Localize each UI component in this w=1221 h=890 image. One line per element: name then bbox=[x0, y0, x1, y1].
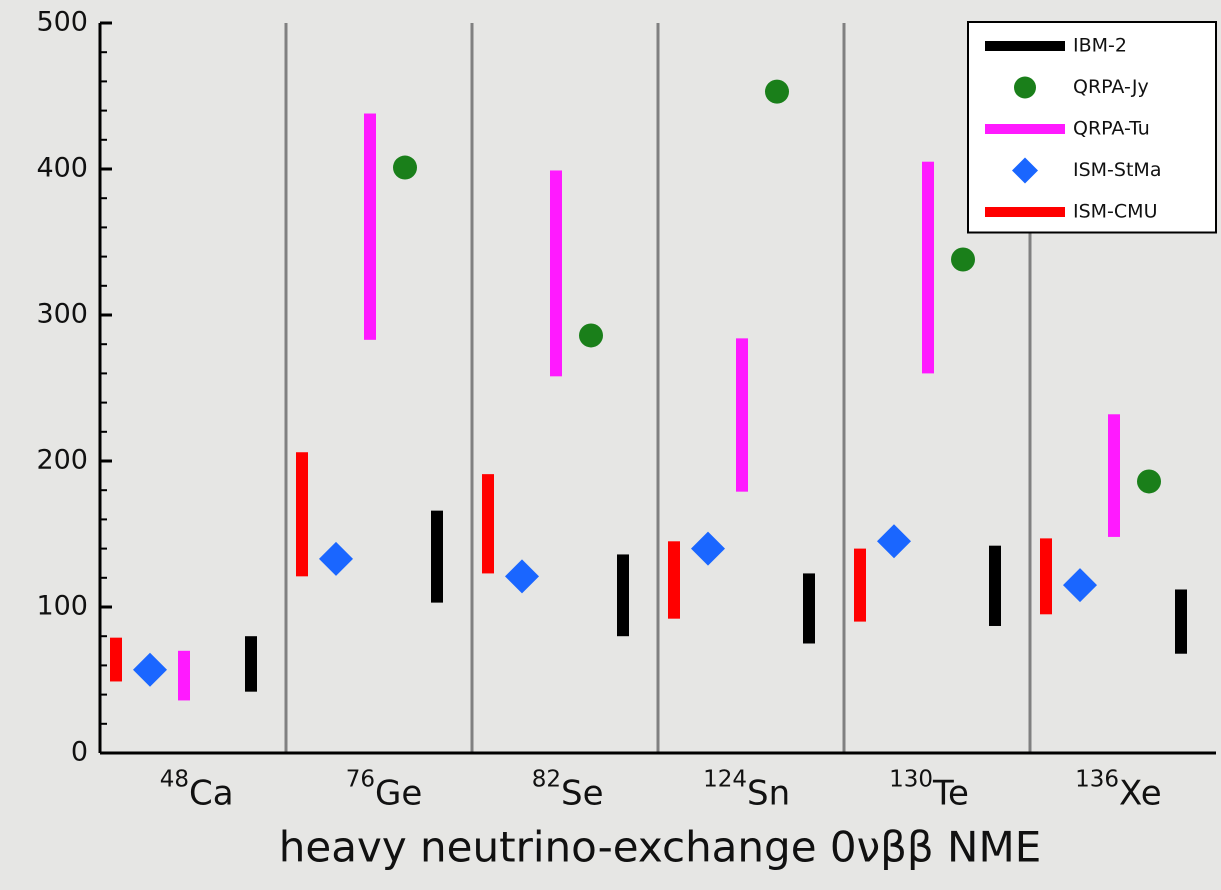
range-bar bbox=[1108, 414, 1120, 537]
range-bar bbox=[736, 338, 748, 492]
point bbox=[1137, 469, 1161, 494]
legend-swatch bbox=[985, 124, 1065, 134]
y-tick-label: 0 bbox=[71, 737, 88, 768]
point bbox=[319, 541, 353, 576]
x-tick-label: Xe bbox=[1119, 774, 1162, 814]
legend-swatch bbox=[985, 207, 1065, 217]
mass-number: 136 bbox=[1075, 767, 1119, 793]
x-tick-label: Sn bbox=[747, 774, 790, 814]
range-bar bbox=[245, 636, 257, 692]
mass-number: 48 bbox=[160, 767, 189, 793]
range-bar bbox=[989, 545, 1001, 626]
range-bar bbox=[1040, 538, 1052, 615]
legend-label: ISM-CMU bbox=[1073, 201, 1157, 223]
mass-number: 130 bbox=[889, 767, 933, 793]
y-tick-label: 300 bbox=[36, 299, 88, 330]
mass-number: 82 bbox=[532, 767, 561, 793]
y-tick-label: 200 bbox=[36, 445, 88, 476]
point bbox=[877, 524, 911, 559]
point bbox=[393, 155, 417, 180]
legend-swatch bbox=[1012, 157, 1038, 184]
legend-label: QRPA-Jy bbox=[1073, 76, 1149, 98]
x-tick-label: Ge bbox=[375, 774, 422, 814]
y-tick-label: 500 bbox=[36, 7, 88, 38]
point bbox=[133, 652, 167, 687]
x-tick-label: Ca bbox=[189, 774, 234, 814]
range-bar bbox=[550, 170, 562, 377]
range-bar bbox=[1175, 589, 1187, 654]
x-tick-label: Se bbox=[561, 774, 604, 814]
range-bar bbox=[854, 548, 866, 622]
range-bar bbox=[922, 161, 934, 374]
range-bar bbox=[803, 573, 815, 644]
mass-number: 124 bbox=[703, 767, 747, 793]
point bbox=[505, 559, 539, 594]
point bbox=[579, 323, 603, 348]
mass-number: 76 bbox=[346, 767, 375, 793]
legend-label: QRPA-Tu bbox=[1073, 118, 1150, 140]
legend-swatch bbox=[985, 41, 1065, 51]
legend-label: IBM-2 bbox=[1073, 35, 1127, 57]
point bbox=[691, 531, 725, 566]
range-bar bbox=[431, 510, 443, 603]
range-bar bbox=[482, 474, 494, 574]
y-tick-label: 100 bbox=[36, 591, 88, 622]
point bbox=[1063, 568, 1097, 603]
x-tick-label: Te bbox=[932, 774, 969, 814]
range-bar bbox=[617, 554, 629, 637]
legend-swatch bbox=[1014, 76, 1036, 99]
range-bar bbox=[110, 637, 122, 682]
legend-label: ISM-StMa bbox=[1073, 159, 1161, 181]
y-tick-label: 400 bbox=[36, 153, 88, 184]
range-bar bbox=[668, 541, 680, 619]
point bbox=[951, 247, 975, 272]
point bbox=[765, 79, 789, 104]
range-bar bbox=[296, 452, 308, 577]
range-bar bbox=[364, 113, 376, 340]
x-axis-label: heavy neutrino-exchange 0νββ NME bbox=[279, 823, 1041, 872]
range-bar bbox=[178, 650, 190, 701]
